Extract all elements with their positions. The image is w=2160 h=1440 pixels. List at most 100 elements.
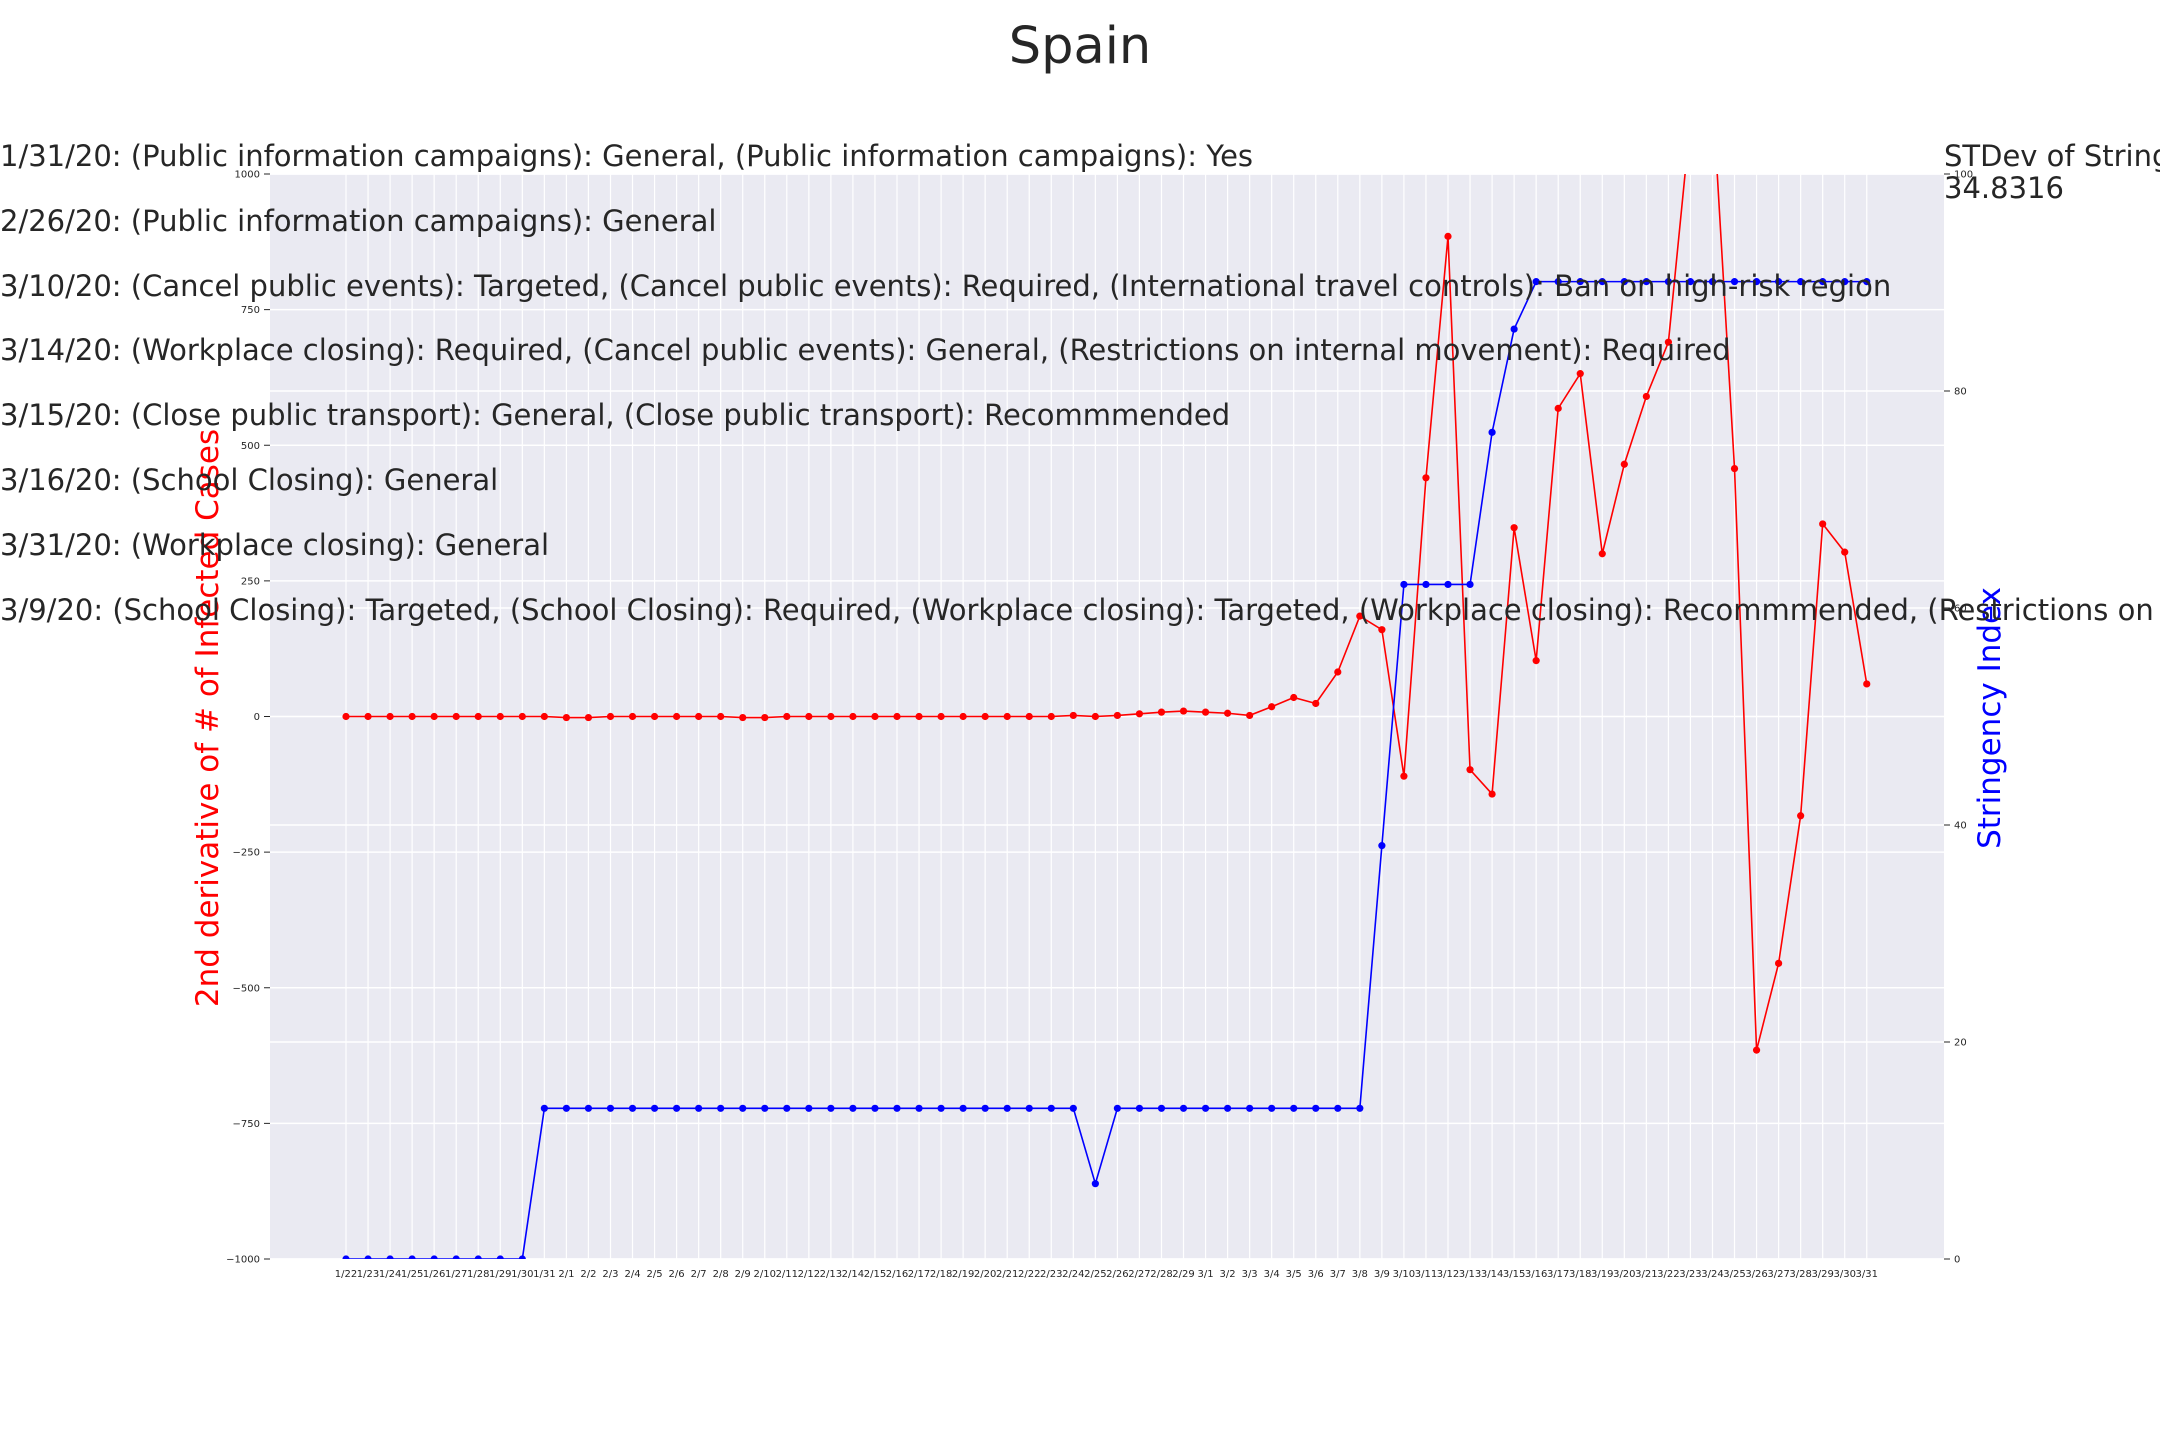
data-point	[1444, 580, 1452, 589]
data-point	[1246, 1104, 1254, 1112]
x-tick-label: 2/4	[624, 1269, 640, 1280]
data-point	[1819, 520, 1827, 528]
data-point	[562, 1104, 571, 1112]
right-tick-label: 20	[1954, 1038, 1967, 1049]
data-point	[1113, 1104, 1121, 1112]
data-point	[1576, 370, 1584, 378]
x-tick-label: 2/10	[754, 1269, 776, 1280]
x-tick-label: 3/5	[1286, 1269, 1302, 1280]
data-point	[628, 1104, 637, 1112]
data-point	[673, 1104, 681, 1112]
x-tick-label: 2/24	[1062, 1269, 1084, 1280]
x-tick-label: 2/2	[580, 1269, 596, 1280]
x-tick-label: 1/24	[379, 1269, 401, 1280]
x-tick-label: 2/23	[1040, 1269, 1062, 1280]
left-tick-label: 1000	[235, 170, 260, 181]
x-tick-label: 3/26	[1745, 1269, 1767, 1280]
x-tick-label: 2/26	[1106, 1269, 1128, 1280]
x-tick-label: 3/29	[1811, 1269, 1833, 1280]
data-point	[606, 1104, 615, 1112]
x-tick-label: 2/14	[842, 1269, 864, 1280]
x-tick-label: 3/10	[1393, 1269, 1415, 1280]
left-tick-label: 750	[241, 305, 260, 316]
x-tick-label: 3/9	[1374, 1269, 1390, 1280]
data-point	[1686, 278, 1695, 286]
data-point	[761, 713, 769, 722]
data-point	[452, 712, 460, 721]
x-tick-label: 1/29	[489, 1269, 511, 1280]
data-point	[805, 712, 813, 721]
data-point	[1841, 548, 1849, 556]
data-point	[474, 712, 482, 721]
right-tick-label: 100	[1954, 170, 1973, 181]
data-point	[1466, 580, 1474, 589]
data-point	[1047, 1104, 1055, 1112]
data-point	[1179, 1104, 1188, 1112]
x-tick-label: 1/27	[445, 1269, 467, 1280]
x-tick-label: 2/13	[820, 1269, 842, 1280]
data-point	[496, 712, 504, 721]
std-label: STDev of Stringency Index:	[1944, 139, 2160, 173]
x-tick-label: 2/16	[886, 1269, 908, 1280]
data-point	[1752, 278, 1761, 286]
x-tick-label: 2/17	[908, 1269, 930, 1280]
data-point	[650, 1104, 659, 1112]
data-point	[695, 1104, 703, 1112]
data-point	[1334, 668, 1342, 676]
x-tick-label: 3/15	[1503, 1269, 1525, 1280]
std-value: 34.8316	[1944, 171, 2064, 205]
data-point	[606, 712, 615, 721]
data-point	[540, 1104, 548, 1112]
data-point	[1268, 1104, 1276, 1112]
x-tick-label: 3/28	[1789, 1269, 1811, 1280]
data-point	[1356, 612, 1364, 620]
data-point	[871, 712, 879, 721]
data-point	[1312, 699, 1320, 708]
data-point	[364, 712, 372, 721]
x-tick-label: 3/6	[1308, 1269, 1324, 1280]
data-point	[628, 712, 637, 721]
x-tick-label: 1/28	[467, 1269, 489, 1280]
data-point	[474, 1255, 482, 1259]
data-point	[1179, 707, 1188, 715]
data-point	[849, 712, 857, 721]
data-point	[673, 712, 681, 721]
data-point	[1576, 278, 1584, 286]
data-point	[893, 1104, 901, 1112]
data-point	[1598, 278, 1606, 286]
x-tick-label: 2/8	[713, 1269, 729, 1280]
x-tick-label: 3/24	[1701, 1269, 1723, 1280]
right-axis-ticks: 0 20 40 60 80 100	[1944, 170, 1973, 1266]
x-tick-label: 3/19	[1591, 1269, 1613, 1280]
data-point	[915, 1104, 923, 1112]
series-infected-2nd-derivative	[342, 174, 1871, 1054]
data-point	[937, 1104, 945, 1112]
data-point	[1863, 278, 1871, 286]
data-point	[1400, 580, 1408, 589]
data-point	[893, 712, 901, 721]
x-tick-label: 3/27	[1767, 1269, 1789, 1280]
x-tick-label: 2/21	[996, 1269, 1018, 1280]
x-tick-label: 2/11	[776, 1269, 798, 1280]
x-tick-label: 3/3	[1242, 1269, 1258, 1280]
x-tick-label: 2/29	[1172, 1269, 1194, 1280]
data-point	[827, 712, 835, 721]
x-tick-label: 3/20	[1613, 1269, 1635, 1280]
data-point	[1554, 404, 1562, 412]
data-point	[783, 712, 791, 721]
x-tick-label: 2/20	[974, 1269, 996, 1280]
data-point	[1157, 708, 1166, 716]
data-point	[1091, 1180, 1099, 1188]
data-point	[1620, 460, 1628, 468]
data-point	[761, 1104, 769, 1112]
data-point	[518, 1255, 526, 1259]
data-point	[342, 1255, 350, 1259]
data-point	[584, 1104, 593, 1112]
x-tick-label: 1/22	[335, 1269, 357, 1280]
x-tick-label: 3/1	[1198, 1269, 1214, 1280]
data-point	[1841, 278, 1849, 286]
data-point	[1642, 278, 1650, 286]
x-tick-label: 2/1	[558, 1269, 574, 1280]
data-point	[1488, 790, 1496, 798]
